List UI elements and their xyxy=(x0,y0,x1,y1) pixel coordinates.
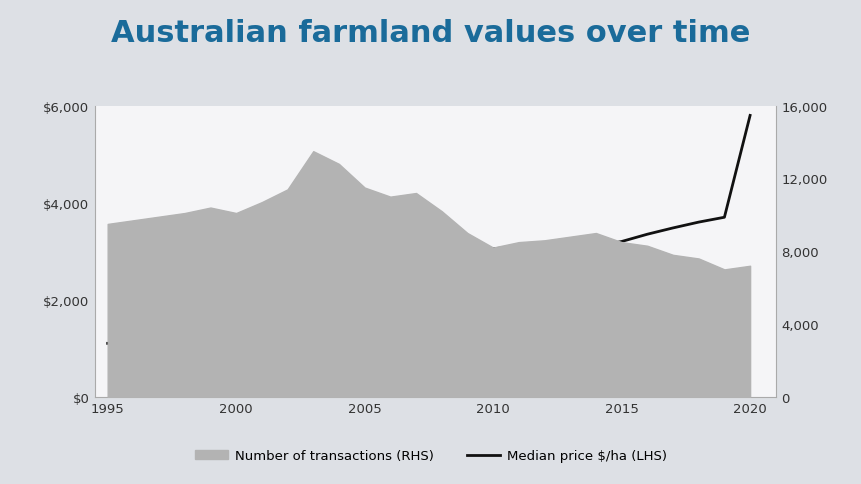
Legend: Number of transactions (RHS), Median price $/ha (LHS): Number of transactions (RHS), Median pri… xyxy=(190,444,671,468)
Text: Australian farmland values over time: Australian farmland values over time xyxy=(111,19,750,48)
